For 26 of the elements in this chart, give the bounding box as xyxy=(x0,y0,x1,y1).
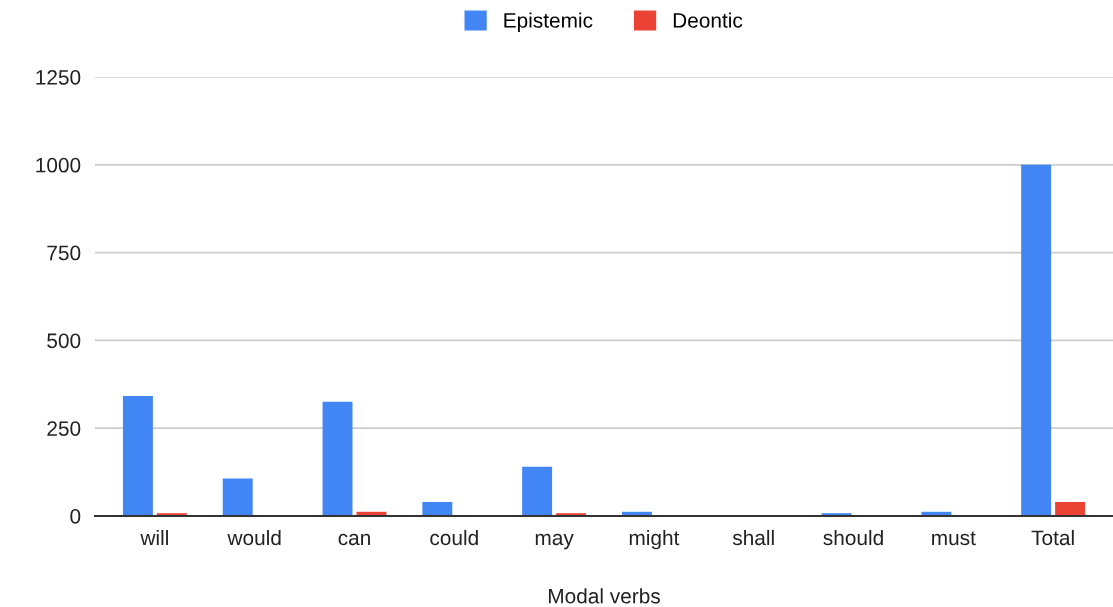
legend-label: Epistemic xyxy=(504,12,593,32)
x-tick-label: might xyxy=(629,529,680,550)
bar xyxy=(222,478,253,516)
bar xyxy=(1055,501,1086,516)
x-tick-label: may xyxy=(535,533,574,550)
y-tick-label: 750 xyxy=(47,245,81,261)
x-tick-label: must xyxy=(932,531,976,546)
x-tick-label: will xyxy=(140,529,168,545)
x-tick-label: should xyxy=(823,529,883,546)
y-tick-label: 0 xyxy=(70,509,81,524)
bar xyxy=(1021,164,1052,516)
legend-label: Deontic xyxy=(673,12,743,28)
x-axis-title: Modal verbs xyxy=(548,588,660,604)
y-tick-label: 1250 xyxy=(36,70,81,85)
bar xyxy=(322,401,353,516)
x-tick-label: can xyxy=(338,533,370,546)
y-tick-label: 250 xyxy=(47,421,81,436)
x-tick-label: shall xyxy=(732,529,774,546)
x-tick-label: could xyxy=(430,529,478,546)
x-tick-label: would xyxy=(227,529,281,546)
x-tick-label: Total xyxy=(1031,529,1074,546)
y-tick-label: 500 xyxy=(47,333,81,349)
bar xyxy=(122,395,153,516)
bar xyxy=(422,501,453,516)
y-tick-label: 1000 xyxy=(36,157,81,173)
bar xyxy=(522,466,553,516)
